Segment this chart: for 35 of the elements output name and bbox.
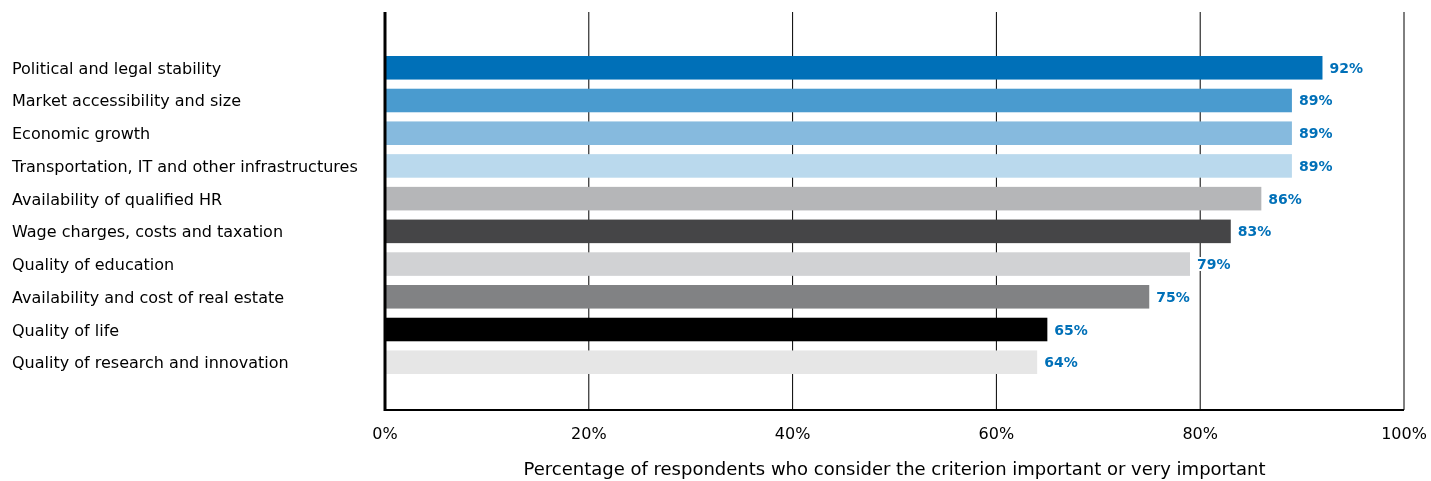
x-tick-label: 40% (774, 424, 811, 443)
y-tick-label: Quality of life (12, 320, 120, 340)
bar (385, 219, 1231, 244)
y-tick-label: Wage charges, costs and taxation (12, 222, 284, 242)
x-axis-title: Percentage of respondents who consider the criterion important or very important (523, 458, 1266, 479)
data-label: 92% (1329, 59, 1363, 76)
y-tick-label: Availability of qualified HR (12, 189, 223, 209)
x-tick-label: 20% (571, 424, 607, 443)
data-label: 89% (1298, 92, 1333, 109)
y-tick-label: Quality of research and innovation (12, 353, 289, 373)
bar (385, 154, 1292, 178)
data-label: 83% (1237, 223, 1272, 240)
x-tick-label: 60% (978, 424, 1015, 443)
bar (385, 186, 1262, 211)
y-tick-label: Economic growth (12, 124, 151, 144)
data-label: 89% (1298, 157, 1333, 174)
bar (385, 350, 1038, 374)
data-label: 75% (1156, 288, 1190, 305)
data-label: 89% (1298, 125, 1333, 142)
data-label: 64% (1044, 354, 1078, 371)
y-tick-label: Quality of education (12, 255, 175, 275)
y-tick-label: Market accessibility and size (12, 91, 241, 111)
bar (385, 88, 1292, 113)
bar (385, 252, 1191, 276)
y-tick-label: Transportation, IT and other infrastructures (11, 156, 358, 176)
y-tick-label: Political and legal stability (12, 58, 222, 78)
data-label: 86% (1268, 190, 1302, 207)
y-tick-label: Availability and cost of real estate (12, 287, 285, 307)
x-tick-label: 0% (372, 424, 398, 443)
bar (385, 56, 1323, 80)
data-label: 65% (1054, 321, 1088, 338)
x-tick-label: 80% (1182, 424, 1218, 443)
bar (385, 285, 1150, 309)
bar (385, 121, 1292, 145)
x-tick-label: 100% (1381, 424, 1427, 443)
